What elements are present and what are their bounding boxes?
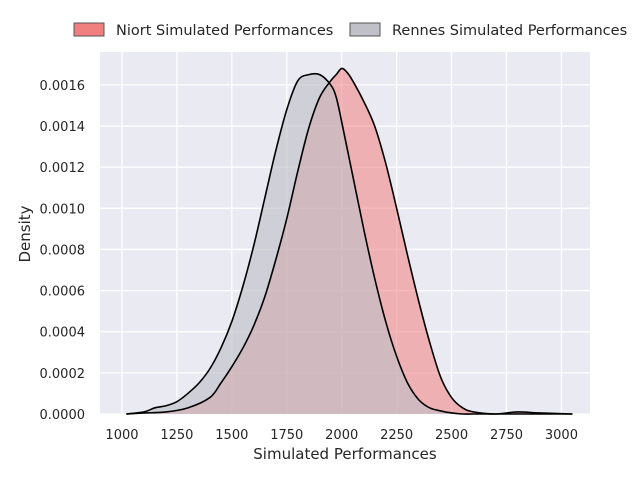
- y-tick-label: 0.0004: [40, 326, 86, 341]
- x-tick-label: 1000: [105, 428, 138, 443]
- x-axis-ticks: 1000 1250 1500 1750 2000 2250 2500 2750 3000: [105, 428, 578, 443]
- x-tick-label: 3000: [545, 428, 578, 443]
- y-axis-label: Density: [16, 205, 34, 262]
- y-tick-label: 0.0010: [40, 202, 86, 217]
- y-tick-label: 0.0002: [40, 367, 86, 382]
- x-tick-label: 1500: [215, 428, 248, 443]
- y-tick-label: 0.0012: [40, 161, 86, 176]
- x-tick-label: 2750: [490, 428, 523, 443]
- legend-label-0: Niort Simulated Performances: [116, 23, 333, 39]
- series-1-line: [126, 72, 573, 415]
- y-tick-label: 0.0008: [40, 243, 86, 258]
- y-tick-label: 0.0000: [40, 408, 86, 423]
- density-areas: [126, 68, 573, 415]
- x-tick-label: 1750: [270, 428, 303, 443]
- x-tick-label: 1250: [160, 428, 193, 443]
- x-tick-label: 2000: [325, 428, 358, 443]
- legend-swatch-0: [73, 22, 105, 37]
- y-tick-label: 0.0014: [40, 120, 86, 135]
- y-tick-label: 0.0016: [40, 79, 86, 94]
- legend: Niort Simulated Performances Rennes Simul…: [73, 22, 627, 39]
- x-axis-label: Simulated Performances: [253, 445, 437, 463]
- y-tick-label: 0.0006: [40, 285, 86, 300]
- legend-label-1: Rennes Simulated Performances: [392, 23, 627, 39]
- series-0-line: [126, 67, 573, 415]
- series-1-area: [126, 73, 573, 415]
- x-tick-label: 2250: [380, 428, 413, 443]
- x-tick-label: 2500: [435, 428, 468, 443]
- density-lines: [126, 67, 573, 415]
- legend-swatch-1: [349, 22, 381, 37]
- y-axis-ticks: 0.0000 0.0002 0.0004 0.0006 0.0008 0.0010 0.00…: [40, 79, 86, 423]
